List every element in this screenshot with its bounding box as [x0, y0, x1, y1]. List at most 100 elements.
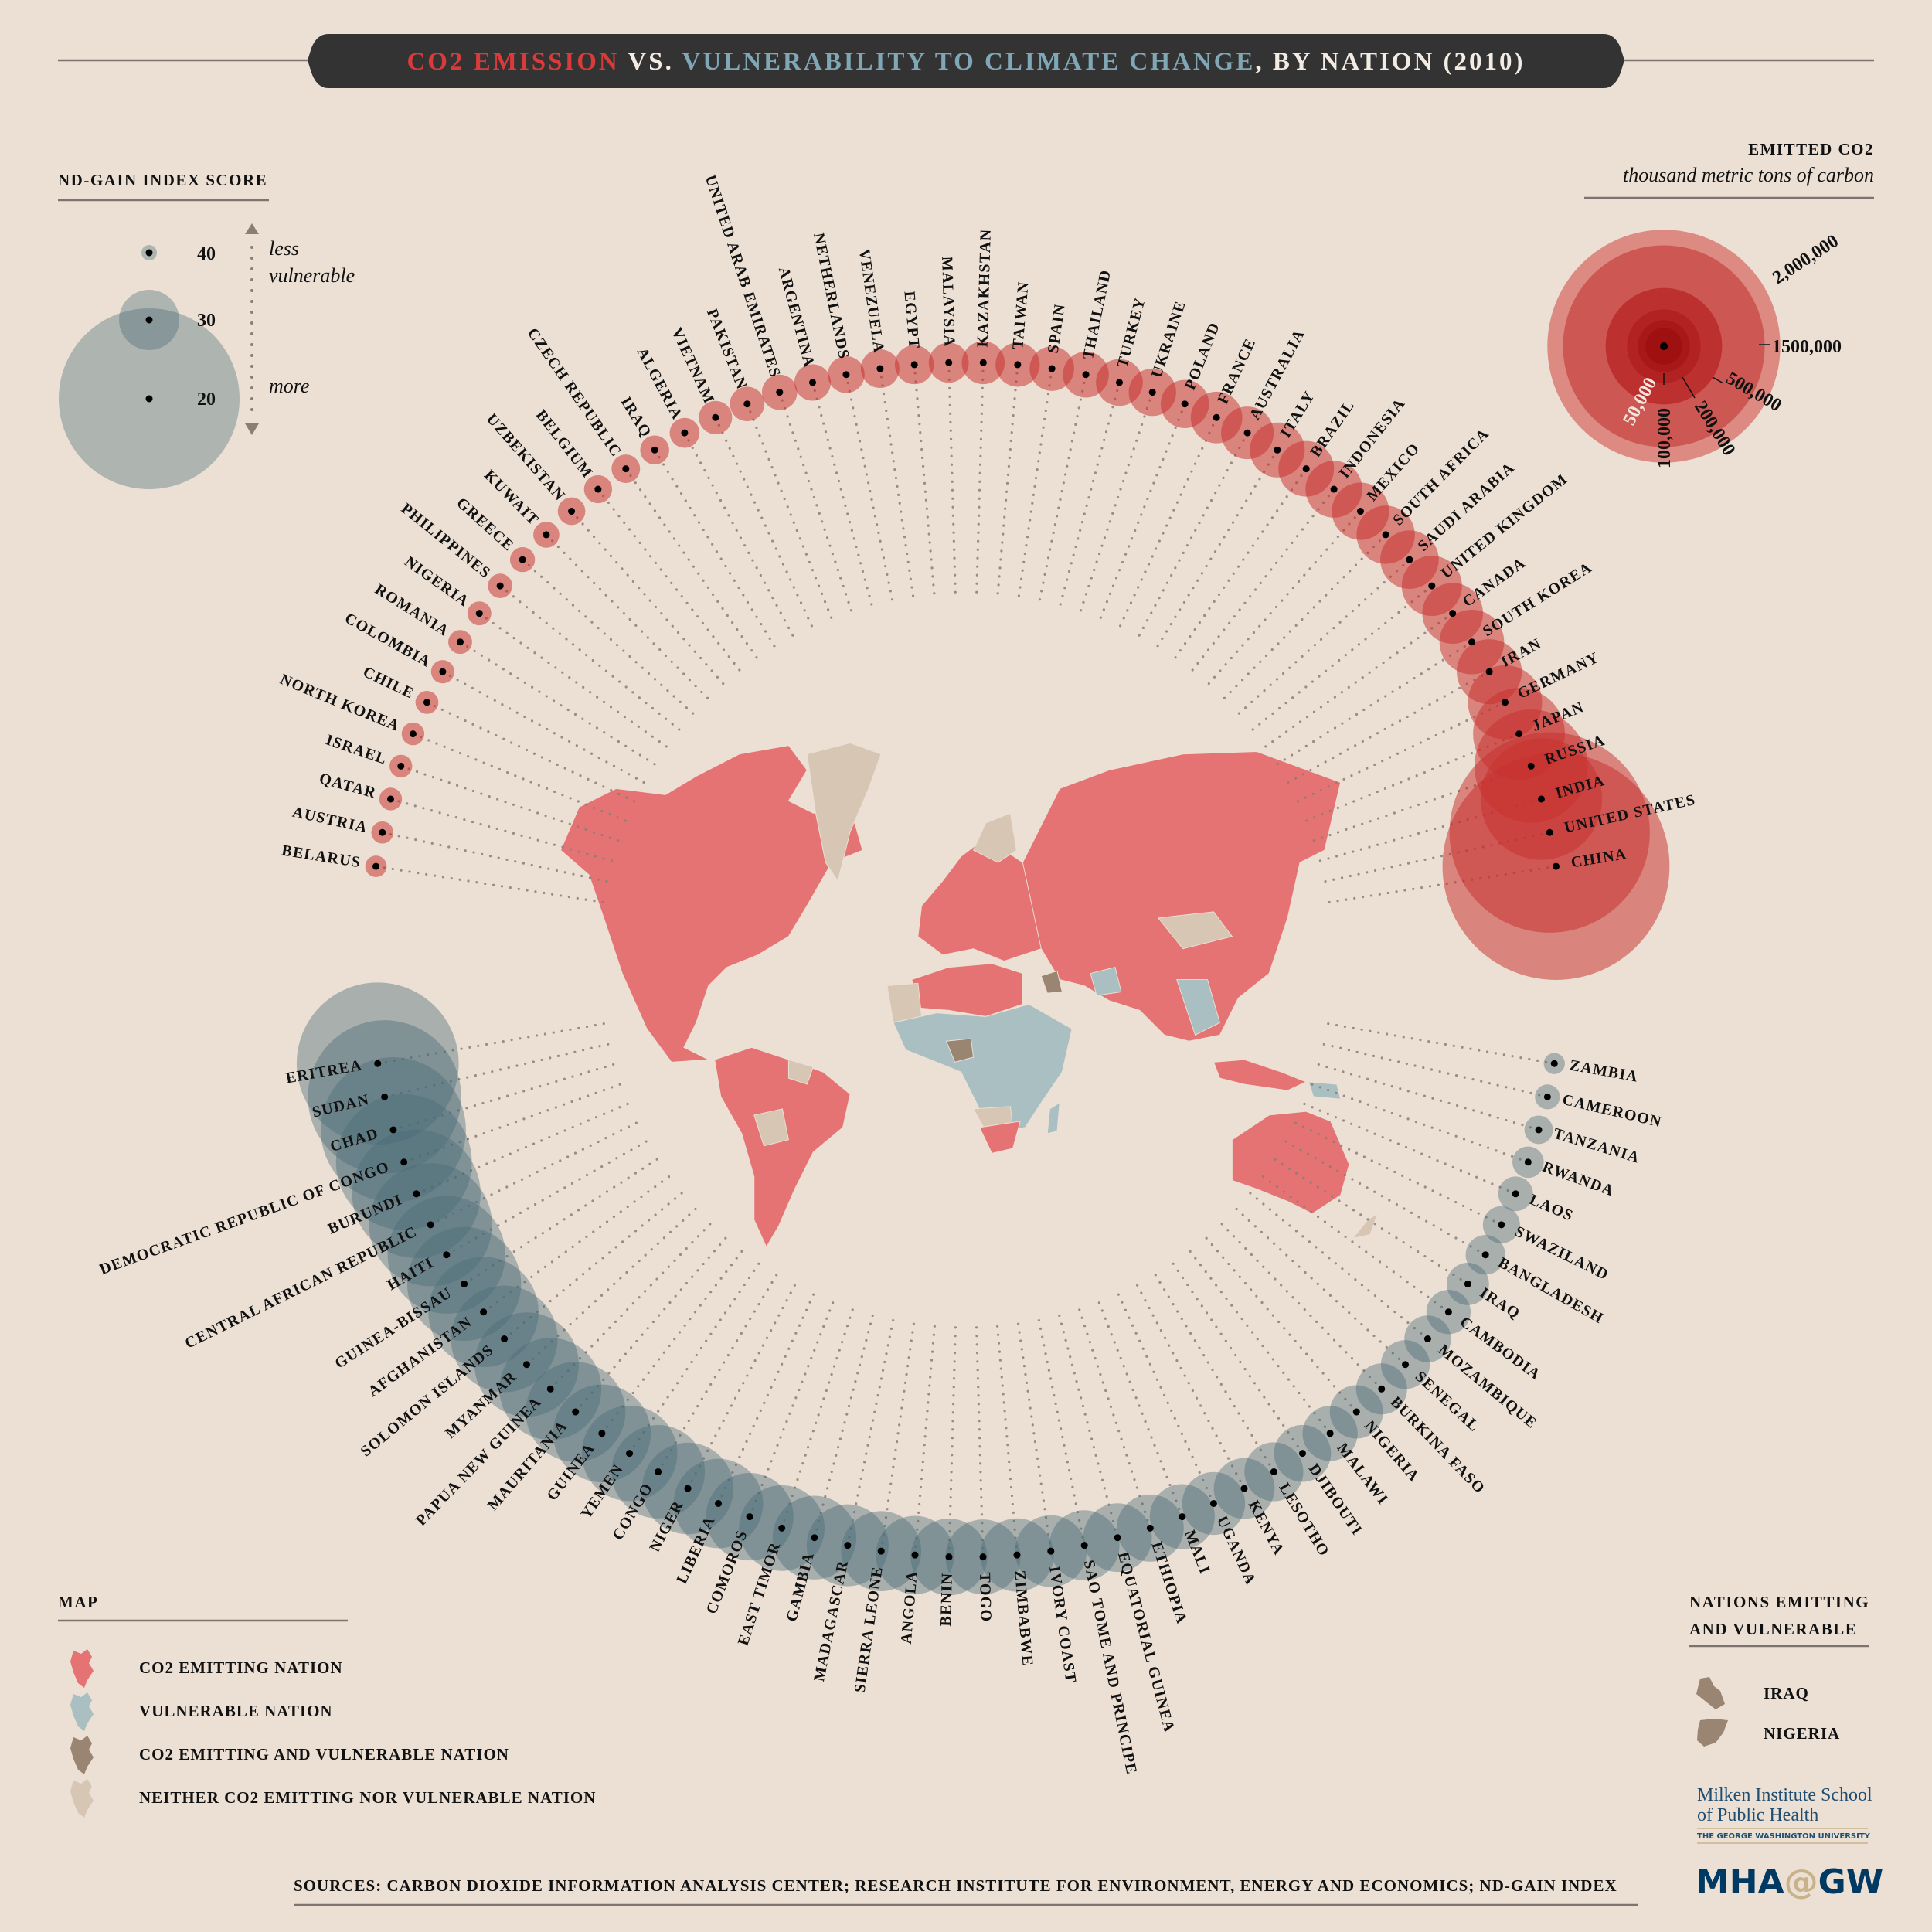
vulnerable-dot — [626, 1450, 634, 1458]
emitter-connector-line — [1308, 764, 1532, 844]
gain-dot-20 — [145, 395, 153, 403]
emitter-dot — [1048, 365, 1056, 372]
vulnerable-connector-line — [1281, 1138, 1487, 1257]
emitter-dot — [1468, 638, 1476, 646]
tick-500000 — [1712, 376, 1724, 384]
vulnerable-dot — [522, 1361, 530, 1369]
vulnerable-dot — [684, 1485, 692, 1492]
emitter-dot — [1502, 699, 1509, 706]
emitter-connector-line — [374, 865, 609, 905]
map-north-america — [560, 745, 863, 1063]
gain-dot-40 — [145, 249, 153, 257]
emitter-dot — [622, 465, 630, 473]
emitter-connector-line — [624, 467, 760, 663]
emitter-dot — [1302, 465, 1310, 473]
nd-gain-title: ND-GAIN INDEX SCORE — [58, 171, 267, 189]
vulnerable-connector-line — [913, 1320, 937, 1556]
vulnerable-dot — [572, 1408, 580, 1416]
emitter-connector-line — [811, 381, 874, 611]
vulnerable-dot — [1209, 1499, 1217, 1507]
gain-vulnerable-text: vulnerable — [269, 264, 355, 287]
map-iraq — [1040, 970, 1063, 994]
vulnerable-label: BENIN — [937, 1572, 956, 1626]
both-legend-title-2: AND VULNERABLE — [1689, 1620, 1857, 1638]
vulnerable-dot — [443, 1251, 451, 1259]
emitter-connector-line — [1323, 865, 1558, 905]
emitter-dot — [910, 361, 918, 369]
logo-line-1: Milken Institute School — [1697, 1785, 1872, 1805]
map-sahara — [886, 982, 923, 1023]
vulnerable-connector-line — [376, 1022, 610, 1065]
emitter-dot — [1274, 446, 1281, 454]
emitter-connector-line — [597, 488, 744, 675]
map-swatch-icon — [70, 1692, 94, 1731]
gain-more-text: more — [269, 375, 309, 397]
emitter-connector-line — [1058, 381, 1121, 611]
map-nigeria — [945, 1038, 975, 1063]
vulnerable-connector-line — [1202, 1233, 1358, 1413]
vulnerable-dot — [1512, 1190, 1519, 1198]
vulnerable-dot — [546, 1385, 554, 1393]
emitter-connector-line — [746, 403, 835, 624]
both-legend-title-1: NATIONS EMITTING — [1689, 1593, 1869, 1611]
emitter-dot — [1537, 795, 1545, 803]
vulnerable-connector-line — [1217, 1219, 1383, 1390]
emitter-dot — [945, 359, 953, 366]
vulnerable-dot — [427, 1221, 434, 1229]
nd-gain-legend: ND-GAIN INDEX SCORE 40 30 20 less vulner… — [58, 171, 355, 489]
map-indonesia — [1213, 1059, 1308, 1091]
vulnerable-dot — [911, 1551, 919, 1559]
vulnerable-connector-line — [1016, 1318, 1053, 1553]
emitter-dot — [842, 371, 850, 379]
emitter-dot — [876, 365, 884, 372]
co2-label-100000: 100,000 — [1655, 408, 1675, 468]
vulnerable-dot — [1378, 1385, 1386, 1393]
emitter-dot — [1148, 389, 1156, 396]
emitter-dot — [651, 446, 658, 454]
map-legend-label: VULNERABLE NATION — [139, 1702, 333, 1720]
emitter-dot — [423, 699, 430, 706]
co2-legend: EMITTED CO2 thousand metric tons of carb… — [1547, 140, 1874, 468]
emitter-connector-line — [389, 798, 617, 864]
map-madagascar — [1046, 1102, 1060, 1134]
emitter-connector-line — [381, 831, 613, 884]
gain-label-20: 20 — [197, 389, 216, 410]
vulnerable-dot — [1423, 1335, 1431, 1343]
vulnerable-connector-line — [1322, 1022, 1556, 1065]
vulnerable-dot — [389, 1126, 397, 1134]
map-legend-items: CO2 EMITTING NATION VULNERABLE NATION CO2 … — [70, 1649, 595, 1818]
emitter-dot — [543, 531, 550, 539]
emitter-connector-line — [1272, 641, 1474, 768]
emitter-dot — [1428, 582, 1436, 590]
vulnerable-dot — [1146, 1524, 1154, 1532]
vulnerable-connector-line — [748, 1297, 836, 1519]
emitter-dot — [979, 359, 987, 366]
emitter-dot — [1382, 531, 1389, 539]
vulnerable-connector-line — [813, 1310, 876, 1539]
logo-line-3: THE GEORGE WASHINGTON UNIVERSITY — [1697, 1832, 1871, 1841]
map-southeast-asia-vulnerable — [1175, 979, 1221, 1036]
emitter-dot — [387, 795, 395, 803]
emitter-connector-line — [1204, 509, 1362, 689]
emitter-connector-line — [1301, 733, 1521, 824]
vulnerable-connector-line — [1232, 1204, 1407, 1366]
vulnerable-dot — [1535, 1126, 1543, 1134]
vulnerable-connector-line — [1056, 1310, 1119, 1539]
map-central-asia-vulnerable — [1090, 967, 1122, 996]
emitter-label: MALAYSIA — [938, 257, 957, 348]
vulnerable-dot — [1352, 1408, 1360, 1416]
emitter-dot — [1406, 556, 1413, 563]
emitter-dot — [1356, 508, 1364, 515]
emitter-dot — [1181, 400, 1189, 408]
emitter-dot — [409, 730, 417, 738]
vulnerable-dot — [1550, 1060, 1558, 1067]
map-north-africa — [911, 963, 1023, 1017]
vulnerable-connector-line — [445, 1138, 651, 1257]
co2-legend-unit: thousand metric tons of carbon — [1623, 164, 1874, 186]
emitter-dot — [712, 413, 719, 421]
emitter-dot — [372, 862, 380, 870]
vulnerable-connector-line — [657, 1270, 781, 1474]
map-asia — [1022, 751, 1342, 1042]
vulnerable-dot — [715, 1499, 723, 1507]
